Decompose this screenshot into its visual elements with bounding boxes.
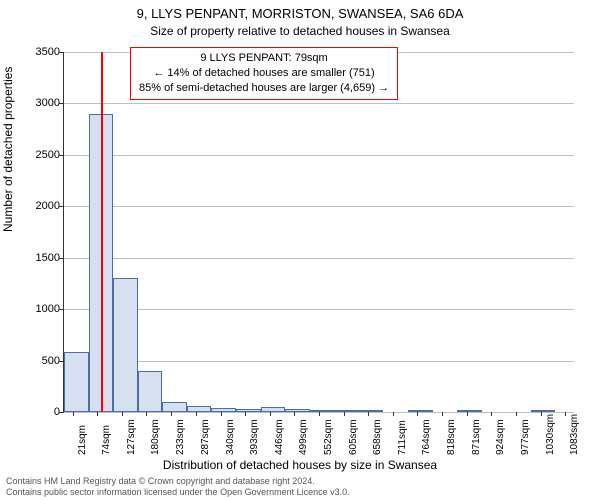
y-tick-label: 0 [10, 406, 60, 418]
x-tick-label: 764sqm [421, 419, 432, 455]
x-tick-label: 977sqm [520, 419, 531, 455]
plot-area [63, 52, 574, 413]
y-tick-mark [59, 206, 63, 207]
annotation-line: ← 14% of detached houses are smaller (75… [139, 66, 389, 81]
y-tick-mark [59, 258, 63, 259]
histogram-bar [359, 410, 384, 412]
y-tick-mark [59, 52, 63, 53]
x-tick-label: 1083sqm [569, 414, 580, 455]
y-tick-label: 1500 [10, 252, 60, 264]
y-tick-mark [59, 309, 63, 310]
x-tick-label: 499sqm [298, 419, 309, 455]
histogram-bar [310, 410, 335, 412]
y-tick-label: 3000 [10, 97, 60, 109]
y-tick-label: 500 [10, 355, 60, 367]
y-tick-label: 1000 [10, 303, 60, 315]
x-tick-label: 393sqm [249, 419, 260, 455]
histogram-bar [261, 407, 286, 412]
x-tick-mark [565, 412, 566, 416]
x-tick-label: 711sqm [397, 420, 408, 455]
histogram-bar [162, 402, 187, 412]
gridline [64, 361, 574, 362]
x-tick-label: 180sqm [150, 419, 161, 455]
x-tick-label: 871sqm [471, 419, 482, 455]
chart-title: 9, LLYS PENPANT, MORRISTON, SWANSEA, SA6… [0, 6, 600, 21]
histogram-bar [211, 408, 236, 412]
x-tick-label: 1030sqm [545, 414, 556, 455]
footer-line: Contains HM Land Registry data © Crown c… [6, 476, 350, 486]
x-tick-label: 233sqm [175, 419, 186, 455]
x-tick-label: 340sqm [225, 419, 236, 455]
chart-subtitle: Size of property relative to detached ho… [0, 24, 600, 38]
y-tick-mark [59, 103, 63, 104]
x-tick-mark [319, 412, 320, 416]
x-tick-mark [344, 412, 345, 416]
x-tick-label: 446sqm [274, 419, 285, 455]
x-tick-label: 924sqm [495, 419, 506, 455]
histogram-bar [187, 406, 212, 412]
x-tick-mark [171, 412, 172, 416]
x-tick-mark [541, 412, 542, 416]
property-marker-line [101, 52, 103, 412]
gridline [64, 206, 574, 207]
y-tick-label: 2500 [10, 149, 60, 161]
y-tick-mark [59, 361, 63, 362]
gridline [64, 309, 574, 310]
x-tick-mark [146, 412, 147, 416]
annotation-line: 85% of semi-detached houses are larger (… [139, 81, 389, 96]
x-tick-mark [221, 412, 222, 416]
x-tick-label: 552sqm [323, 419, 334, 455]
x-tick-mark [393, 412, 394, 416]
footer-line: Contains public sector information licen… [6, 487, 350, 497]
histogram-bar [113, 278, 138, 412]
x-tick-mark [368, 412, 369, 416]
y-tick-mark [59, 412, 63, 413]
x-tick-mark [516, 412, 517, 416]
footer-attribution: Contains HM Land Registry data © Crown c… [6, 476, 350, 497]
histogram-bar [334, 410, 359, 412]
x-tick-label: 74sqm [101, 425, 112, 455]
x-tick-mark [97, 412, 98, 416]
histogram-bar [408, 410, 433, 412]
histogram-bar [64, 352, 89, 412]
x-tick-mark [122, 412, 123, 416]
x-tick-mark [467, 412, 468, 416]
gridline [64, 155, 574, 156]
x-tick-label: 127sqm [126, 419, 137, 455]
property-size-chart: 9, LLYS PENPANT, MORRISTON, SWANSEA, SA6… [0, 0, 600, 500]
x-tick-mark [196, 412, 197, 416]
histogram-bar [138, 371, 163, 412]
x-tick-label: 658sqm [372, 419, 383, 455]
y-tick-label: 3500 [10, 46, 60, 58]
x-axis-label: Distribution of detached houses by size … [0, 458, 600, 472]
x-tick-mark [294, 412, 295, 416]
x-tick-label: 605sqm [348, 419, 359, 455]
annotation-line: 9 LLYS PENPANT: 79sqm [139, 51, 389, 66]
x-tick-label: 287sqm [200, 419, 211, 455]
x-tick-mark [442, 412, 443, 416]
y-tick-mark [59, 155, 63, 156]
x-tick-mark [73, 412, 74, 416]
x-tick-mark [270, 412, 271, 416]
annotation-box: 9 LLYS PENPANT: 79sqm ← 14% of detached … [130, 47, 398, 100]
histogram-bar [285, 409, 310, 412]
histogram-bar [236, 409, 261, 412]
histogram-bar [531, 410, 556, 412]
gridline [64, 258, 574, 259]
x-tick-mark [245, 412, 246, 416]
x-tick-mark [417, 412, 418, 416]
x-tick-label: 21sqm [77, 425, 88, 455]
x-tick-label: 818sqm [446, 419, 457, 455]
y-tick-label: 2000 [10, 200, 60, 212]
x-tick-mark [491, 412, 492, 416]
histogram-bar [457, 410, 482, 412]
gridline [64, 103, 574, 104]
